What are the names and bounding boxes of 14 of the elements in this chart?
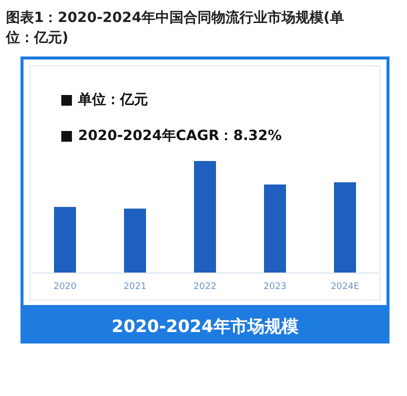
bar: [264, 184, 286, 273]
text: ■ 2020-2024年CAGR：8.32%: [60, 128, 282, 144]
chart-title: 图表1：2020-2024年中国合同物流行业市场规模(单位：亿元): [5, 9, 344, 46]
bar: [334, 182, 356, 273]
x-tick-label: 2021: [124, 282, 146, 292]
x-tick-label: 2023: [264, 282, 286, 292]
x-axis-title: 2020-2024年市场规模: [112, 317, 298, 337]
x-tick-label: 2024E: [330, 282, 360, 292]
bar: [54, 206, 76, 273]
x-tick-label: 2020: [54, 282, 77, 292]
text: ■ 单位：亿元: [60, 92, 148, 108]
bar: [194, 161, 216, 273]
bar: [124, 208, 146, 273]
x-tick-label: 2022: [194, 282, 216, 292]
